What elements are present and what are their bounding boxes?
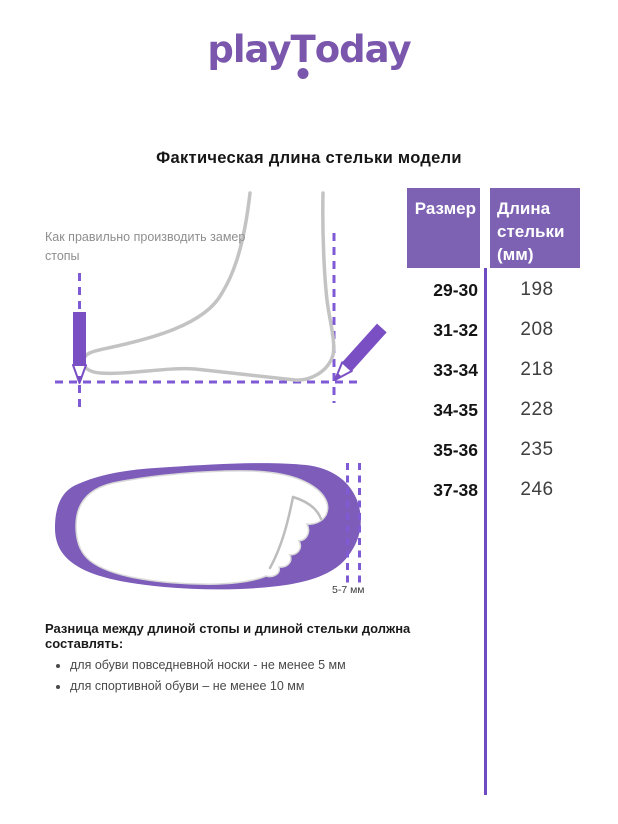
logo-text-oday: oday (314, 28, 412, 71)
foot-side-view-figure (55, 191, 387, 409)
length-cell: 198 (520, 279, 554, 300)
pencil-icon (334, 323, 387, 381)
size-cell: 31-32 (433, 319, 478, 340)
column-header-size: Размер (407, 188, 480, 268)
foot-measurement-diagram: Как правильно производить замер стопы (30, 183, 405, 415)
length-cell: 228 (520, 399, 554, 420)
footnote-heading: Разница между длиной стопы и длиной стел… (45, 621, 411, 651)
size-cell: 29-30 (433, 279, 478, 300)
brand-logo: playT oday (207, 28, 412, 79)
logo-text-play: play (207, 28, 291, 71)
measurement-caption: Как правильно производить замер стопы (45, 230, 246, 263)
logo-row: playT oday (0, 28, 618, 79)
footnote-bullet-sport: для спортивной обуви – не менее 10 мм (70, 677, 475, 696)
footnote-bullet-everyday: для обуви повседневной носки - не менее … (70, 656, 475, 675)
footprint-shape (75, 470, 329, 585)
footnote: Разница между длиной стопы и длиной стел… (45, 621, 475, 699)
length-cell: 218 (520, 359, 554, 380)
foot-side-outline (82, 191, 336, 382)
logo-dot (297, 67, 309, 79)
size-table: Размер Длина стельки (мм) 29-30 198 31-3… (407, 188, 587, 510)
big-toe-crease-line (291, 495, 323, 521)
logo-text-t: T (290, 28, 316, 71)
pencil-icon (72, 312, 87, 384)
insole-figure (55, 463, 361, 590)
length-cell: 208 (520, 319, 554, 340)
table-row: 35-36 235 (407, 430, 587, 470)
length-cell: 235 (520, 439, 554, 460)
table-row: 29-30 198 (407, 270, 587, 310)
column-divider-line (484, 268, 487, 795)
toe-crease-line (268, 495, 295, 570)
table-row: 34-35 228 (407, 390, 587, 430)
column-header-insole-length: Длина стельки (мм) (490, 188, 580, 268)
footnote-list: для обуви повседневной носки - не менее … (45, 656, 475, 697)
size-cell: 33-34 (433, 359, 478, 380)
table-row: 37-38 246 (407, 470, 587, 510)
size-table-header: Размер Длина стельки (мм) (407, 188, 587, 268)
size-cell: 35-36 (433, 439, 478, 460)
table-row: 31-32 208 (407, 310, 587, 350)
insole-diagram: 5-7 мм (30, 440, 405, 608)
logo-t-wrap: T (290, 28, 316, 79)
table-row: 33-34 218 (407, 350, 587, 390)
size-table-body: 29-30 198 31-32 208 33-34 218 34-35 228 … (407, 270, 587, 510)
toe-gap-label: 5-7 мм (332, 584, 365, 596)
size-cell: 37-38 (433, 479, 478, 500)
length-cell: 246 (520, 479, 554, 500)
size-cell: 34-35 (433, 399, 478, 420)
page-title: Фактическая длина стельки модели (156, 149, 462, 167)
